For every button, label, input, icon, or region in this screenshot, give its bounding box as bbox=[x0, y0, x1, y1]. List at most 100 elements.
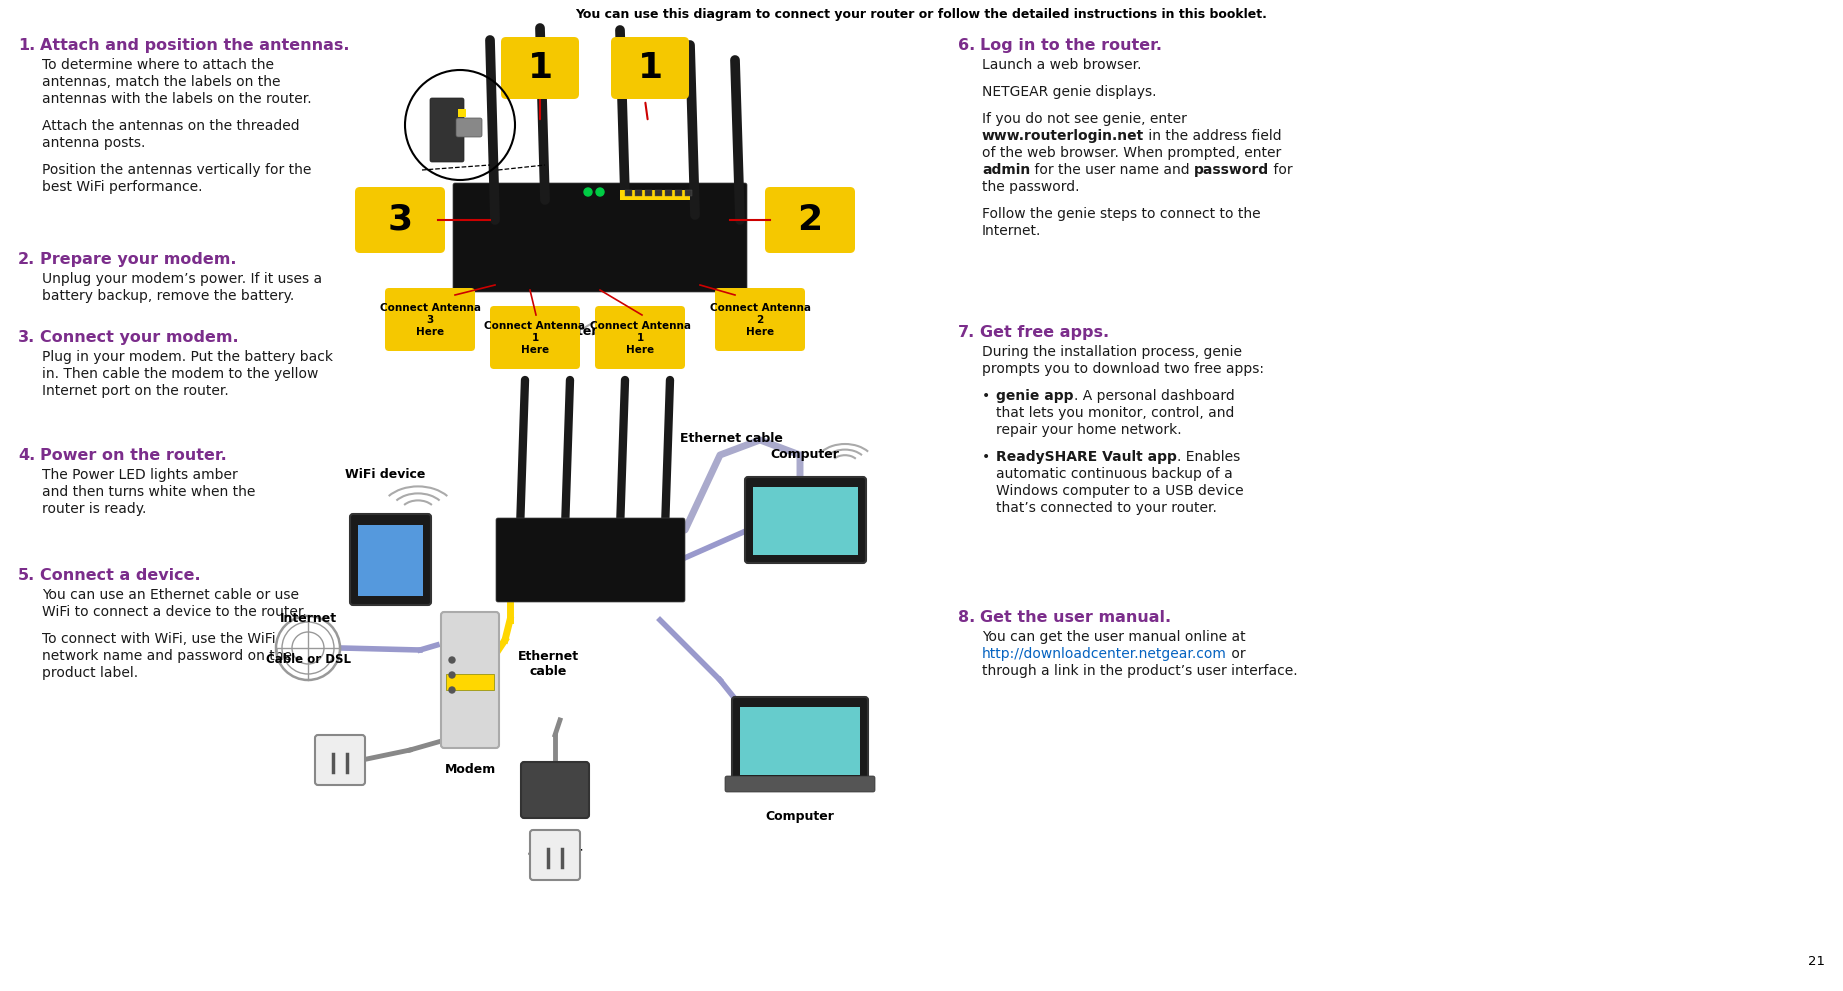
FancyBboxPatch shape bbox=[315, 735, 365, 785]
Text: 1: 1 bbox=[527, 51, 553, 85]
Text: You can use an Ethernet cable or use: You can use an Ethernet cable or use bbox=[42, 588, 299, 602]
FancyBboxPatch shape bbox=[715, 288, 805, 351]
Text: 3.: 3. bbox=[18, 330, 35, 345]
Text: Launch a web browser.: Launch a web browser. bbox=[982, 58, 1141, 72]
FancyBboxPatch shape bbox=[522, 762, 590, 818]
Circle shape bbox=[450, 657, 455, 663]
Text: Ethernet cable: Ethernet cable bbox=[680, 432, 783, 445]
Circle shape bbox=[595, 188, 605, 196]
Text: •: • bbox=[982, 389, 990, 403]
Text: . A personal dashboard: . A personal dashboard bbox=[1073, 389, 1235, 403]
Text: Router: Router bbox=[551, 325, 599, 338]
Text: Get free apps.: Get free apps. bbox=[980, 325, 1109, 340]
FancyBboxPatch shape bbox=[654, 190, 662, 196]
Text: Cable or DSL: Cable or DSL bbox=[265, 653, 350, 666]
Text: Connect Antenna
1
Here: Connect Antenna 1 Here bbox=[485, 321, 586, 356]
FancyBboxPatch shape bbox=[595, 306, 686, 369]
Text: Connect your modem.: Connect your modem. bbox=[41, 330, 238, 345]
Text: Computer: Computer bbox=[765, 810, 835, 823]
FancyBboxPatch shape bbox=[356, 187, 444, 253]
Circle shape bbox=[450, 687, 455, 693]
Text: router is ready.: router is ready. bbox=[42, 502, 146, 516]
Text: 4.: 4. bbox=[18, 448, 35, 463]
FancyBboxPatch shape bbox=[459, 109, 466, 117]
FancyBboxPatch shape bbox=[429, 98, 464, 162]
FancyBboxPatch shape bbox=[745, 477, 866, 563]
Text: 2: 2 bbox=[798, 203, 822, 237]
FancyBboxPatch shape bbox=[741, 707, 861, 775]
Text: Power on the router.: Power on the router. bbox=[41, 448, 227, 463]
Text: 5.: 5. bbox=[18, 568, 35, 583]
FancyBboxPatch shape bbox=[455, 118, 483, 137]
Text: prompts you to download two free apps:: prompts you to download two free apps: bbox=[982, 362, 1264, 376]
Text: www.routerlogin.net: www.routerlogin.net bbox=[982, 129, 1145, 143]
Text: Ethernet
cable: Ethernet cable bbox=[518, 650, 579, 678]
Text: •: • bbox=[982, 450, 990, 464]
Text: 7.: 7. bbox=[958, 325, 975, 340]
Text: product label.: product label. bbox=[42, 666, 138, 680]
Text: Connect Antenna
1
Here: Connect Antenna 1 Here bbox=[590, 321, 691, 356]
Text: or: or bbox=[1227, 647, 1246, 661]
Text: battery backup, remove the battery.: battery backup, remove the battery. bbox=[42, 289, 295, 303]
Text: NETGEAR genie displays.: NETGEAR genie displays. bbox=[982, 85, 1157, 99]
FancyBboxPatch shape bbox=[724, 776, 875, 792]
Text: To determine where to attach the: To determine where to attach the bbox=[42, 58, 275, 72]
Text: You can use this diagram to connect your router or follow the detailed instructi: You can use this diagram to connect your… bbox=[575, 8, 1266, 21]
FancyBboxPatch shape bbox=[754, 487, 859, 555]
Text: During the installation process, genie: During the installation process, genie bbox=[982, 345, 1242, 359]
Text: for: for bbox=[1270, 163, 1294, 177]
Text: 1: 1 bbox=[638, 51, 663, 85]
Text: The Power LED lights amber: The Power LED lights amber bbox=[42, 468, 238, 482]
Text: Plug in your modem. Put the battery back: Plug in your modem. Put the battery back bbox=[42, 350, 334, 364]
FancyBboxPatch shape bbox=[440, 612, 499, 748]
FancyBboxPatch shape bbox=[446, 674, 494, 690]
Text: Prepare your modem.: Prepare your modem. bbox=[41, 252, 236, 267]
Text: that’s connected to your router.: that’s connected to your router. bbox=[995, 501, 1216, 515]
Text: 8.: 8. bbox=[958, 610, 975, 625]
Text: Internet.: Internet. bbox=[982, 224, 1041, 238]
Text: antennas with the labels on the router.: antennas with the labels on the router. bbox=[42, 92, 311, 106]
Text: Attach the antennas on the threaded: Attach the antennas on the threaded bbox=[42, 119, 300, 133]
Text: Get the user manual.: Get the user manual. bbox=[980, 610, 1170, 625]
Text: password: password bbox=[1194, 163, 1270, 177]
Text: Power
adapter: Power adapter bbox=[527, 831, 582, 859]
Text: Connect a device.: Connect a device. bbox=[41, 568, 201, 583]
Text: Computer: Computer bbox=[770, 448, 839, 461]
FancyBboxPatch shape bbox=[619, 190, 689, 200]
Text: Log in to the router.: Log in to the router. bbox=[980, 38, 1161, 53]
FancyBboxPatch shape bbox=[645, 190, 652, 196]
FancyBboxPatch shape bbox=[636, 190, 641, 196]
FancyBboxPatch shape bbox=[675, 190, 682, 196]
Text: You can get the user manual online at: You can get the user manual online at bbox=[982, 630, 1246, 644]
Text: and then turns white when the: and then turns white when the bbox=[42, 485, 256, 499]
FancyBboxPatch shape bbox=[453, 183, 746, 292]
Text: admin: admin bbox=[982, 163, 1030, 177]
Text: 6.: 6. bbox=[958, 38, 975, 53]
Text: in. Then cable the modem to the yellow: in. Then cable the modem to the yellow bbox=[42, 367, 319, 381]
Text: Connect Antenna
2
Here: Connect Antenna 2 Here bbox=[710, 302, 811, 337]
Text: ReadySHARE Vault app: ReadySHARE Vault app bbox=[995, 450, 1178, 464]
Text: http://downloadcenter.netgear.com: http://downloadcenter.netgear.com bbox=[982, 647, 1227, 661]
FancyBboxPatch shape bbox=[765, 187, 855, 253]
FancyBboxPatch shape bbox=[732, 697, 868, 783]
Circle shape bbox=[584, 188, 592, 196]
Text: WiFi to connect a device to the router.: WiFi to connect a device to the router. bbox=[42, 605, 306, 619]
FancyBboxPatch shape bbox=[490, 306, 581, 369]
Text: Follow the genie steps to connect to the: Follow the genie steps to connect to the bbox=[982, 207, 1261, 221]
Text: 2.: 2. bbox=[18, 252, 35, 267]
FancyBboxPatch shape bbox=[385, 288, 475, 351]
Text: for the user name and: for the user name and bbox=[1030, 163, 1194, 177]
Text: best WiFi performance.: best WiFi performance. bbox=[42, 180, 203, 194]
Text: 3: 3 bbox=[387, 203, 413, 237]
Text: . Enables: . Enables bbox=[1178, 450, 1240, 464]
Text: Modem: Modem bbox=[444, 763, 496, 776]
FancyBboxPatch shape bbox=[665, 190, 673, 196]
Text: of the web browser. When prompted, enter: of the web browser. When prompted, enter bbox=[982, 146, 1281, 160]
Text: If you do not see genie, enter: If you do not see genie, enter bbox=[982, 112, 1187, 126]
Text: antennas, match the labels on the: antennas, match the labels on the bbox=[42, 75, 280, 89]
Text: through a link in the product’s user interface.: through a link in the product’s user int… bbox=[982, 664, 1297, 678]
Text: that lets you monitor, control, and: that lets you monitor, control, and bbox=[995, 406, 1235, 420]
Text: Windows computer to a USB device: Windows computer to a USB device bbox=[995, 484, 1244, 498]
FancyBboxPatch shape bbox=[625, 190, 632, 196]
Text: in the address field: in the address field bbox=[1145, 129, 1283, 143]
